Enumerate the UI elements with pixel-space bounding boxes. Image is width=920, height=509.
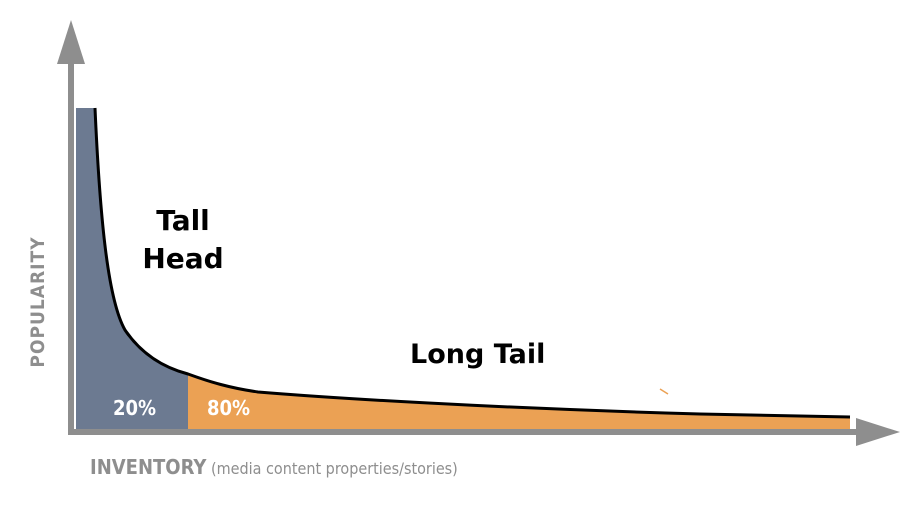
head-percent-label: 20% — [113, 396, 157, 420]
long-tail-label: Long Tail — [410, 339, 546, 370]
x-axis-title-sub: (media content properties/stories) — [210, 459, 458, 478]
x-axis-title-main: INVENTORY — [90, 455, 207, 479]
tall-head-line-2: Head — [142, 242, 224, 275]
tall-head-label: Tall Head — [138, 202, 228, 278]
distribution-curve — [93, 107, 851, 419]
x-axis-arrow-icon — [856, 418, 900, 446]
tall-head-line-1: Tall — [156, 204, 210, 237]
tail-percent-label: 80% — [207, 396, 251, 420]
x-axis-title: INVENTORY (media content properties/stor… — [90, 455, 458, 479]
y-axis-title: POPULARITY — [27, 236, 49, 368]
tail-area — [188, 374, 850, 430]
y-axis-arrow-icon — [57, 20, 85, 64]
tick-mark — [659, 388, 669, 395]
head-area — [76, 108, 188, 430]
